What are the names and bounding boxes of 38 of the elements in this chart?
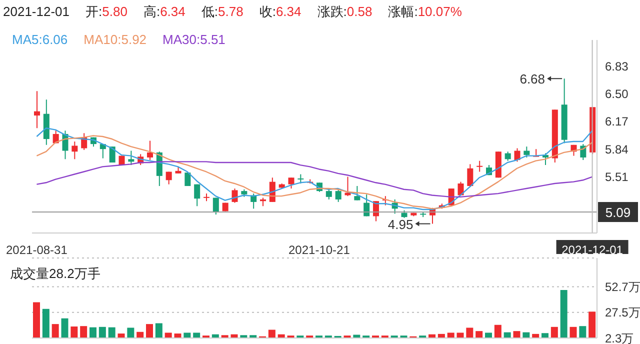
candlestick: [504, 151, 511, 162]
candlestick: [34, 90, 40, 129]
y-tick-label: 27.5万: [605, 306, 640, 320]
x-tick-label: 2021-12-01: [562, 243, 624, 257]
candlestick: [128, 150, 134, 166]
candlestick: [467, 164, 474, 188]
candlestick: [166, 171, 172, 185]
candlestick: [288, 177, 294, 190]
ref-line-label: 5.09: [605, 205, 631, 220]
y-tick-label: 6.83: [605, 59, 629, 74]
candlestick: [476, 160, 483, 172]
candlestick: [326, 188, 332, 200]
annotation: 6.68: [520, 72, 546, 87]
candlestick: [458, 181, 464, 196]
x-tick-label: 2021-08-31: [6, 243, 68, 257]
candlestick: [194, 184, 200, 207]
text: MA30:5.51: [162, 32, 226, 47]
y-tick-label: 52.7万: [605, 280, 640, 294]
candlestick: [212, 197, 219, 216]
y-tick-label: 5.84: [605, 142, 629, 156]
y-tick-label: 2.3万: [605, 331, 634, 344]
candlestick: [72, 141, 78, 160]
y-tick-label: 5.51: [605, 170, 629, 184]
chart-title: 2021-12-01 开:5.80 高:6.34 低:5.78 收:6.34 涨跌:0.58 涨幅:10.07%: [3, 4, 462, 19]
text: MA5:6.06: [12, 32, 68, 47]
x-tick-label: 2021-10-21: [288, 243, 350, 257]
candlestick: [232, 188, 238, 204]
candlestick: [354, 186, 360, 201]
y-tick-label: 6.50: [605, 86, 629, 101]
candlestick: [298, 174, 304, 184]
text: 成交量28.2万手: [10, 265, 100, 283]
text: MA10:5.92: [84, 32, 147, 47]
candlestick: [147, 140, 153, 160]
candlestick: [580, 144, 586, 160]
candlestick: [335, 188, 342, 202]
annotation: 4.95: [388, 216, 414, 232]
y-tick-label: 6.17: [605, 114, 629, 129]
candlestick: [524, 146, 530, 158]
